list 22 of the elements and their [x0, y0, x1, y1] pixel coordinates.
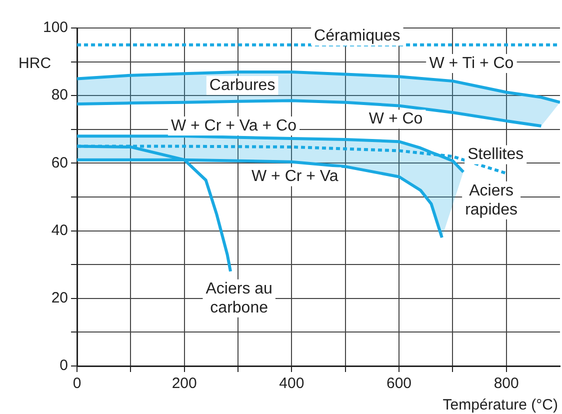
y-tick-label: 100 — [42, 19, 68, 36]
series-label: W + Cr + Va — [251, 168, 338, 186]
y-tick-label: 0 — [60, 357, 68, 374]
annotation: Aciers rapides — [465, 182, 518, 218]
series-label: Stellites — [468, 146, 524, 164]
y-tick-label: 40 — [51, 222, 68, 239]
y-axis-title: HRC — [18, 54, 52, 72]
series-label: W + Ti + Co — [429, 54, 514, 72]
x-tick-label: 800 — [494, 375, 519, 392]
y-tick-label: 60 — [51, 154, 68, 172]
x-tick-label: 400 — [279, 375, 304, 392]
x-axis-title: Température (°C) — [442, 396, 558, 414]
series-label: Aciers au carbone — [206, 280, 272, 316]
y-tick-label: 20 — [51, 290, 68, 307]
annotation: Carbures — [209, 76, 276, 94]
series-label: W + Cr + Va + Co — [170, 117, 297, 134]
y-tick-label: 80 — [51, 86, 68, 104]
series-label: Céramiques — [314, 28, 400, 45]
series-label: W + Co — [368, 110, 423, 128]
x-tick-label: 200 — [172, 375, 197, 392]
x-tick-label: 600 — [386, 375, 412, 392]
x-tick-label: 0 — [72, 375, 82, 392]
